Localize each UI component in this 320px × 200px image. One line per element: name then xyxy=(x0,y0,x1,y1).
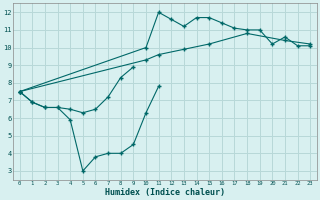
X-axis label: Humidex (Indice chaleur): Humidex (Indice chaleur) xyxy=(105,188,225,197)
